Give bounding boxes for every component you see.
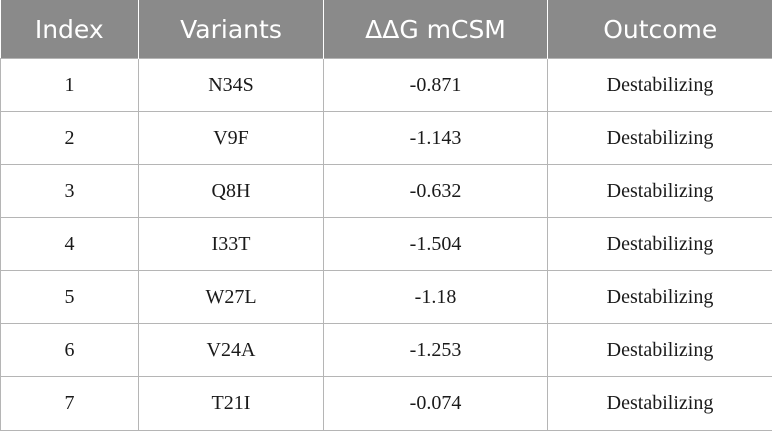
cell-index: 5 [1,271,139,324]
header-variants: Variants [139,0,324,59]
table-row: 2 V9F -1.143 Destabilizing [1,112,772,165]
cell-index: 7 [1,377,139,431]
cell-variant: Q8H [139,165,324,218]
cell-variant: I33T [139,218,324,271]
cell-index: 6 [1,324,139,377]
cell-ddg: -1.143 [324,112,548,165]
table-row: 7 T21I -0.074 Destabilizing [1,377,772,431]
cell-ddg: -0.074 [324,377,548,431]
cell-outcome: Destabilizing [548,218,772,271]
cell-index: 3 [1,165,139,218]
cell-index: 2 [1,112,139,165]
header-row: Index Variants ΔΔG mCSM Outcome [1,0,772,59]
cell-variant: W27L [139,271,324,324]
cell-ddg: -1.18 [324,271,548,324]
table-row: 3 Q8H -0.632 Destabilizing [1,165,772,218]
cell-ddg: -1.253 [324,324,548,377]
table-row: 1 N34S -0.871 Destabilizing [1,59,772,112]
cell-variant: N34S [139,59,324,112]
cell-outcome: Destabilizing [548,112,772,165]
header-ddg-mcsm: ΔΔG mCSM [324,0,548,59]
cell-outcome: Destabilizing [548,59,772,112]
cell-variant: T21I [139,377,324,431]
table-row: 5 W27L -1.18 Destabilizing [1,271,772,324]
header-index: Index [1,0,139,59]
cell-index: 4 [1,218,139,271]
cell-variant: V24A [139,324,324,377]
cell-variant: V9F [139,112,324,165]
cell-ddg: -0.871 [324,59,548,112]
cell-outcome: Destabilizing [548,165,772,218]
cell-outcome: Destabilizing [548,324,772,377]
cell-ddg: -1.504 [324,218,548,271]
cell-outcome: Destabilizing [548,271,772,324]
header-outcome: Outcome [548,0,772,59]
cell-ddg: -0.632 [324,165,548,218]
cell-index: 1 [1,59,139,112]
cell-outcome: Destabilizing [548,377,772,431]
table-row: 6 V24A -1.253 Destabilizing [1,324,772,377]
table-row: 4 I33T -1.504 Destabilizing [1,218,772,271]
